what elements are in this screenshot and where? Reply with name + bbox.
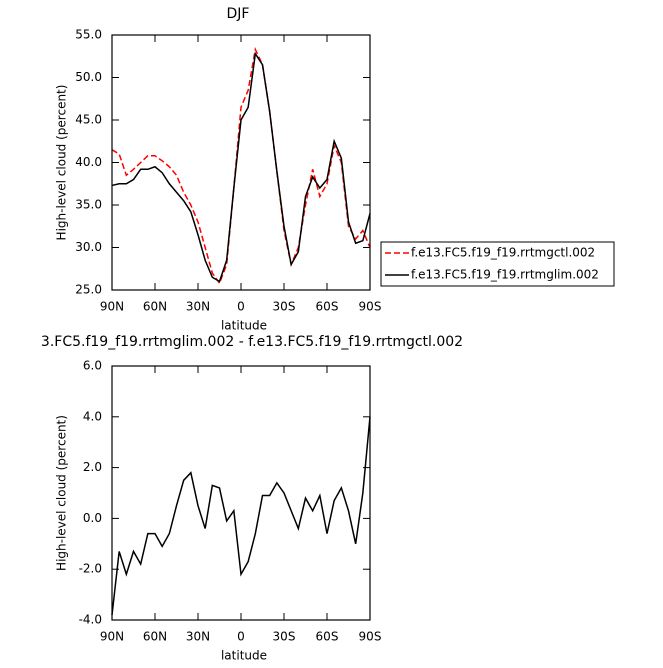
x-tick-label: 60N [143,630,167,644]
y-tick-label: 2.0 [83,460,102,474]
y-tick-label: 6.0 [83,359,102,373]
x-axis-label: latitude [221,319,267,333]
legend-box [380,241,615,287]
y-tick-label: 25.0 [75,283,102,297]
x-tick-label: 90N [100,630,124,644]
y-tick-label: 35.0 [75,198,102,212]
x-tick-label: 90S [359,300,382,314]
x-tick-label: 90S [359,630,382,644]
y-tick-label: 40.0 [75,155,102,169]
x-tick-label: 60S [316,630,339,644]
y-tick-label: 0.0 [83,511,102,525]
legend-label: f.e13.FC5.f19_f19.rrtmgctl.002 [411,246,595,260]
y-tick-label: 30.0 [75,240,102,254]
y-tick-label: 4.0 [83,409,102,423]
y-tick-label: -4.0 [79,613,102,627]
y-tick-label: 45.0 [75,113,102,127]
plot-frame [111,365,371,621]
x-tick-label: 0 [237,300,245,314]
x-axis-label: latitude [221,649,267,663]
x-tick-label: 90N [100,300,124,314]
chart-title: 3.FC5.f19_f19.rrtmglim.002 - f.e13.FC5.f… [41,334,463,350]
x-tick-label: 60S [316,300,339,314]
x-tick-label: 30N [186,630,210,644]
x-tick-label: 30S [273,630,296,644]
plot-frame [111,34,371,291]
x-tick-label: 0 [237,630,245,644]
data-line [111,46,371,285]
y-axis-label: High-level cloud (percent) [55,85,69,241]
data-line [111,51,371,283]
x-tick-label: 60N [143,300,167,314]
y-tick-label: 50.0 [75,70,102,84]
y-tick-label: -2.0 [79,562,102,576]
y-tick-label: 55.0 [75,28,102,42]
x-tick-label: 30S [273,300,296,314]
x-tick-label: 30N [186,300,210,314]
y-axis-label: High-level cloud (percent) [55,415,69,571]
legend-label: f.e13.FC5.f19_f19.rrtmglim.002 [411,268,599,282]
data-line [111,416,371,616]
chart-title: DJF [227,6,250,22]
